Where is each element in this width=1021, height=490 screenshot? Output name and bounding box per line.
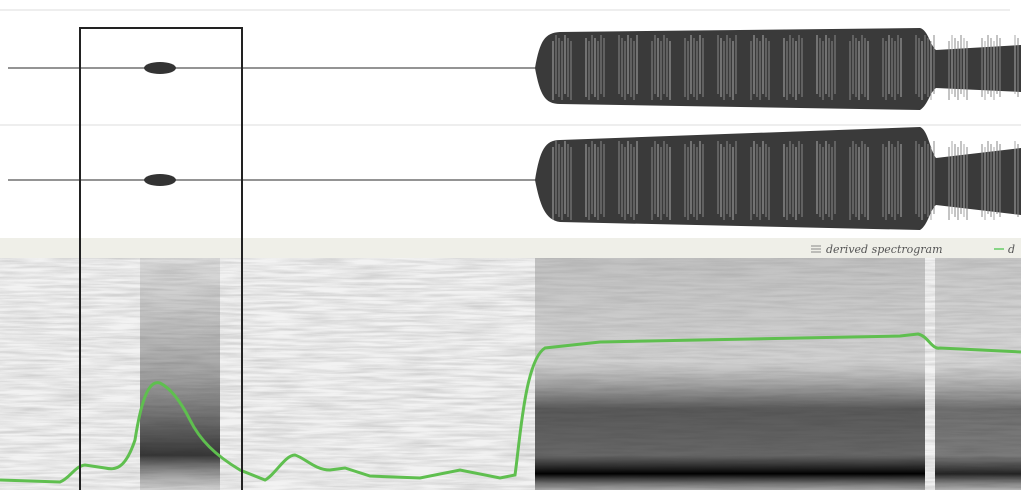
selection-box[interactable] (79, 27, 243, 490)
waveform-texture (552, 35, 1019, 220)
spectrogram-voiced (935, 258, 1021, 490)
waveform-signal (535, 28, 1021, 110)
waveform-signal (535, 127, 1021, 230)
spectrogram-voiced (535, 258, 925, 490)
waveform-burst (144, 62, 176, 74)
spectrogram-burst (140, 258, 220, 490)
waveform-burst (144, 174, 176, 186)
legend-label: d (1008, 243, 1015, 256)
derived-curve (0, 332, 1021, 484)
legend-icon (811, 245, 821, 253)
legend-strip (0, 238, 1021, 258)
legend-label: derived spectrogram (826, 243, 943, 256)
